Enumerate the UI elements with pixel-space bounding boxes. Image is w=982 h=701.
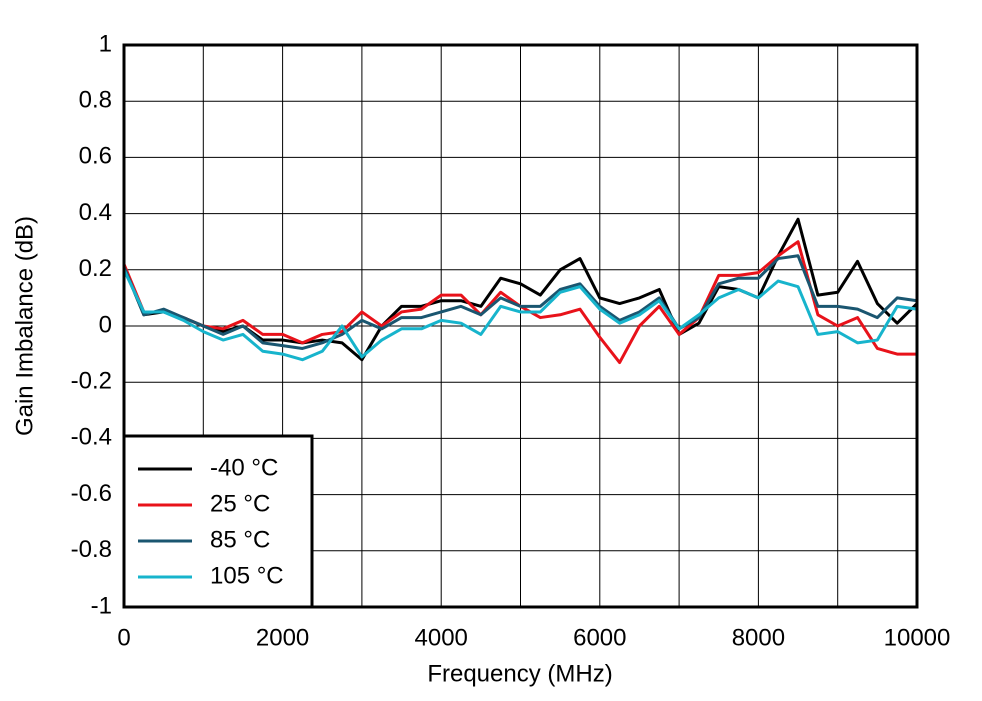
- legend-label: -40 °C: [210, 454, 278, 481]
- plot-frame: [122, 43, 919, 609]
- legend-label: 105 °C: [210, 562, 284, 589]
- x-tick-label: 8000: [732, 624, 785, 651]
- y-tick-label: 0.6: [79, 143, 112, 170]
- series-line: [122, 254, 918, 350]
- x-tick-label: 2000: [256, 624, 309, 651]
- legend-label: 25 °C: [210, 490, 270, 517]
- y-tick-label: 0.4: [79, 199, 112, 226]
- y-tick-label: 0: [99, 311, 112, 338]
- y-tick-label: 0.2: [79, 255, 112, 282]
- y-tick-label: 0.8: [79, 87, 112, 114]
- y-tick-label: -0.8: [71, 536, 112, 563]
- y-tick-label: -0.6: [71, 480, 112, 507]
- legend-label: 85 °C: [210, 526, 270, 553]
- x-tick-label: 10000: [884, 624, 951, 651]
- y-tick-label: -1: [91, 592, 112, 619]
- y-tick-label: -0.4: [71, 424, 112, 451]
- x-tick-label: 6000: [573, 624, 626, 651]
- y-axis-label: Gain Imbalance (dB): [11, 216, 38, 436]
- y-tick-label: -0.2: [71, 368, 112, 395]
- x-tick-label: 4000: [415, 624, 468, 651]
- series-line: [122, 269, 918, 362]
- x-axis-label: Frequency (MHz): [427, 660, 612, 687]
- y-tick-label: 1: [99, 30, 112, 57]
- x-tick-label: 0: [117, 624, 130, 651]
